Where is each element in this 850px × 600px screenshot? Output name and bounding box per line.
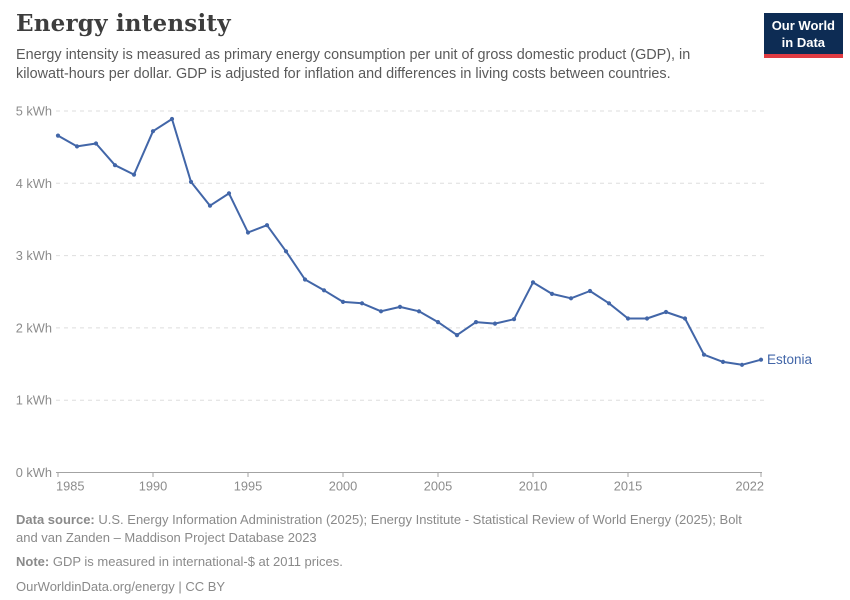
series-label: Estonia (767, 352, 813, 367)
y-tick-label: 2 kWh (16, 320, 52, 335)
x-tick-label: 2000 (329, 479, 357, 494)
owid-logo-line1: Our World (771, 18, 835, 33)
data-line (57, 118, 762, 366)
y-tick-label: 4 kWh (16, 176, 52, 191)
x-tick-label: 2022 (736, 479, 764, 494)
data-point-markers (55, 116, 764, 367)
x-tick-label: 1990 (139, 479, 167, 494)
note-line: Note: GDP is measured in international-$… (16, 553, 760, 571)
y-tick-label: 1 kWh (16, 393, 52, 408)
y-gridlines: 0 kWh 1 kWh 2 kWh 3 kWh 4 kWh 5 kWh (16, 104, 765, 480)
note-text: GDP is measured in international-$ at 20… (52, 554, 343, 569)
chart-footer: Data source: U.S. Energy Information Adm… (16, 511, 760, 595)
license-link[interactable]: OurWorldinData.org/energy | CC BY (16, 578, 226, 594)
chart-header: Energy intensity Energy intensity is mea… (16, 10, 843, 84)
data-source-text: U.S. Energy Information Administration (… (16, 512, 742, 545)
y-tick-label: 5 kWh (16, 104, 52, 119)
y-tick-label: 3 kWh (16, 248, 52, 263)
data-source-label: Data source: (16, 512, 95, 527)
chart-subtitle: Energy intensity is measured as primary … (16, 47, 691, 83)
x-tick-label: 2010 (519, 479, 547, 494)
page-title: Energy intensity (16, 10, 231, 37)
x-axis: 1985 1990 1995 2000 2005 2010 2015 2022 (56, 472, 764, 494)
x-tick-label: 2015 (614, 479, 642, 494)
owid-logo: Our World in Data (763, 13, 843, 59)
x-tick-label: 1995 (234, 479, 262, 494)
x-tick-label: 2005 (424, 479, 452, 494)
owid-logo-line2: in Data (781, 34, 826, 50)
note-label: Note: (16, 554, 50, 569)
x-tick-label: 1985 (56, 479, 84, 494)
data-source-line: Data source: U.S. Energy Information Adm… (16, 511, 760, 546)
y-tick-label: 0 kWh (16, 465, 52, 480)
